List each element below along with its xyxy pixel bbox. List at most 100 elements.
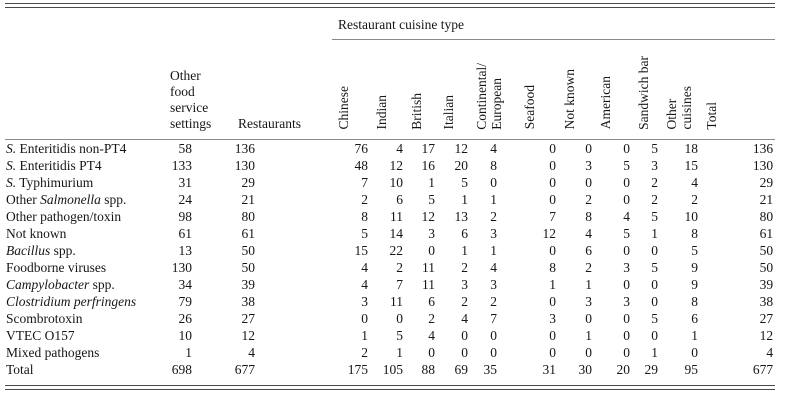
value-cell: 4 (461, 310, 468, 326)
row-label: Scombrotoxin (6, 310, 83, 326)
value-cell: 0 (585, 344, 592, 360)
value-cell: 3 (490, 225, 497, 241)
value-cell: 6 (428, 293, 435, 309)
value-cell: 5 (623, 225, 630, 241)
value-cell: 175 (347, 361, 368, 377)
value-cell: 4 (691, 174, 698, 190)
value-cell: 2 (490, 293, 497, 309)
value-cell: 4 (585, 225, 592, 241)
value-cell: 12 (241, 327, 256, 343)
group-header-restaurant-cuisine-type: Restaurant cuisine type (332, 8, 776, 40)
value-cell: 0 (623, 174, 630, 190)
value-cell: 136 (234, 140, 255, 156)
value-cell: 0 (623, 276, 630, 292)
value-cell: 12 (421, 208, 436, 224)
value-cell: 21 (241, 191, 256, 207)
value-cell: 0 (691, 344, 698, 360)
table-row: Mixed pathogens 1 4 2 1 0 0 0 0 0 0 1 0 4 (5, 344, 775, 361)
value-cell: 29 (241, 174, 256, 190)
value-cell: 4 (248, 344, 255, 360)
rotated-header-label: Indian (374, 95, 389, 130)
value-cell: 21 (759, 191, 774, 207)
row-label: Not known (6, 225, 67, 241)
col-header-italian: Italian (437, 39, 470, 140)
value-cell: 11 (390, 208, 403, 224)
value-cell: 8 (490, 157, 497, 173)
row-label: Mixed pathogens (6, 344, 100, 360)
value-cell: 4 (766, 344, 774, 360)
value-cell: 6 (691, 310, 698, 326)
value-cell: 11 (422, 259, 435, 275)
rotated-header-label: Chinese (336, 86, 351, 130)
value-cell: 12 (542, 225, 557, 241)
value-cell: 11 (422, 276, 435, 292)
value-cell: 130 (752, 157, 774, 173)
value-cell: 0 (585, 174, 592, 190)
value-cell: 130 (171, 259, 192, 275)
value-cell: 6 (461, 225, 468, 241)
value-cell: 3 (585, 293, 592, 309)
value-cell: 3 (651, 157, 658, 173)
value-cell: 50 (759, 242, 774, 258)
value-cell: 2 (461, 293, 468, 309)
rotated-header-label: Other cuisines (664, 86, 694, 130)
value-cell: 11 (390, 293, 403, 309)
value-cell: 35 (483, 361, 498, 377)
group-header-spacer (5, 8, 332, 39)
value-cell: 8 (691, 225, 698, 241)
value-cell: 5 (651, 140, 658, 156)
value-cell: 98 (178, 208, 193, 224)
row-label: S. Enteritidis PT4 (6, 157, 102, 173)
pathogen-column-header-blank (5, 39, 162, 140)
col-header-other-cuisines: Other cuisines (660, 39, 700, 140)
col-header-other-food-service-settings: Other food service settings (162, 39, 217, 140)
value-cell: 8 (691, 293, 698, 309)
value-cell: 0 (549, 327, 556, 343)
col-header-indian: Indian (370, 39, 405, 140)
bottom-double-rule (5, 384, 775, 390)
value-cell: 12 (389, 157, 404, 173)
value-cell: 3 (623, 293, 630, 309)
value-cell: 27 (759, 310, 774, 326)
value-cell: 677 (752, 361, 774, 377)
value-cell: 0 (651, 293, 658, 309)
value-cell: 0 (623, 327, 630, 343)
value-cell: 22 (389, 242, 404, 258)
value-cell: 14 (389, 225, 404, 241)
value-cell: 12 (454, 140, 469, 156)
value-cell: 0 (490, 327, 497, 343)
value-cell: 95 (684, 361, 699, 377)
value-cell: 0 (461, 327, 468, 343)
value-cell: 4 (361, 276, 368, 292)
table-row: S. Enteritidis PT4 133 130 48 12 16 20 8 0 3 5 3 15 1… (5, 157, 775, 174)
value-cell: 0 (585, 310, 592, 326)
value-cell: 1 (490, 191, 497, 207)
value-cell: 0 (549, 174, 556, 190)
value-cell: 3 (585, 157, 592, 173)
value-cell: 20 (616, 361, 631, 377)
col-header-british: British (405, 39, 437, 140)
cuisine-outbreak-table: Restaurant cuisine type Other food servi… (5, 8, 776, 378)
value-cell: 4 (361, 259, 368, 275)
table-row: Other Salmonella spp. 24 21 2 6 5 1 1 0 2 0 2 2 21 (5, 191, 775, 208)
value-cell: 88 (421, 361, 436, 377)
value-cell: 18 (684, 140, 699, 156)
value-cell: 69 (454, 361, 469, 377)
value-cell: 3 (428, 225, 435, 241)
value-cell: 0 (623, 242, 630, 258)
rotated-header-label: Italian (441, 95, 456, 130)
value-cell: 31 (542, 361, 557, 377)
col-header-not-known: Not known (558, 39, 594, 140)
value-cell: 7 (549, 208, 556, 224)
value-cell: 50 (759, 259, 774, 275)
value-cell: 5 (361, 225, 368, 241)
value-cell: 2 (651, 174, 658, 190)
value-cell: 13 (454, 208, 469, 224)
row-label: S. Typhimurium (6, 174, 94, 190)
value-cell: 7 (396, 276, 403, 292)
value-cell: 3 (490, 276, 497, 292)
value-cell: 79 (178, 293, 193, 309)
value-cell: 61 (178, 225, 193, 241)
value-cell: 2 (396, 259, 403, 275)
table-body: S. Enteritidis non-PT4 58 136 76 4 17 12 4 0 0 0 5 1… (5, 139, 775, 378)
